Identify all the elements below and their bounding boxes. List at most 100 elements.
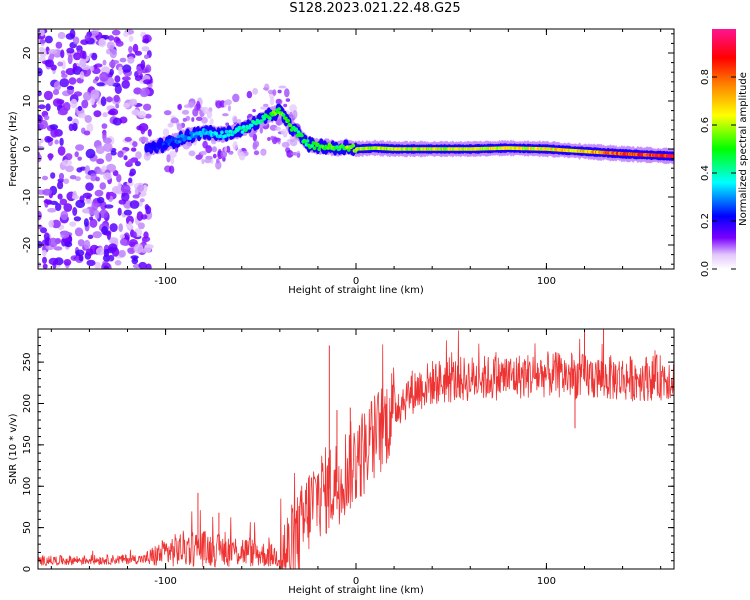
halo-blob <box>275 126 281 131</box>
noise-blob <box>97 196 105 204</box>
y-tick-label: 250 <box>22 353 33 372</box>
halo-blob <box>211 146 217 153</box>
noise-blob <box>78 113 87 119</box>
noise-blob <box>43 114 50 121</box>
snr-series-line <box>38 330 674 569</box>
ridge-core <box>163 144 167 149</box>
noise-blob <box>103 142 113 152</box>
noise-blob <box>141 46 150 52</box>
noise-blob <box>119 57 127 63</box>
noise-blob <box>85 148 96 159</box>
colorbar-gradient <box>712 29 736 269</box>
noise-blob <box>113 94 120 103</box>
noise-blob <box>112 117 123 126</box>
noise-blob <box>145 263 152 269</box>
noise-blob <box>46 137 54 142</box>
ridge-core <box>305 139 310 143</box>
noise-blob <box>60 49 65 59</box>
x-tick-label: 0 <box>353 276 359 287</box>
noise-blob <box>132 141 138 148</box>
ridge-core <box>249 123 254 128</box>
noise-blob <box>96 82 105 87</box>
y-tick-label: 0 <box>22 146 33 152</box>
noise-blob <box>57 146 66 156</box>
noise-blob <box>107 35 115 41</box>
noise-blob <box>142 38 150 44</box>
noise-blob <box>103 172 112 181</box>
noise-blob <box>42 263 48 269</box>
noise-blob <box>142 237 147 244</box>
noise-blob <box>140 59 146 70</box>
y-tick-label: 150 <box>22 435 33 454</box>
noise-blob <box>134 161 141 167</box>
noise-blob <box>127 159 134 165</box>
colorbar: 0.0 0.2 0.4 0.6 0.8 Normalized spectral ampl… <box>700 29 749 277</box>
noise-blob <box>121 80 130 89</box>
noise-blob <box>109 223 118 233</box>
halo-blob <box>191 117 195 122</box>
noise-blob <box>85 174 92 180</box>
noise-blob <box>52 89 60 96</box>
ridge-core <box>268 116 272 121</box>
noise-blob <box>53 246 63 251</box>
halo-blob <box>168 165 175 174</box>
noise-blob <box>123 102 130 109</box>
noise-blob <box>123 155 128 161</box>
noise-blob <box>75 249 85 257</box>
noise-blob <box>81 99 89 109</box>
noise-blob <box>83 130 91 136</box>
y-tick-label: -20 <box>22 237 33 253</box>
noise-blob <box>48 257 59 265</box>
noise-blob <box>132 194 140 199</box>
spectrogram-y-axis-label: Frequency (Hz) <box>8 111 19 187</box>
colorbar-ticks: 0.0 0.2 0.4 0.6 0.8 <box>700 69 736 277</box>
noise-blob <box>102 112 108 118</box>
noise-blob <box>118 66 123 76</box>
x-tick-label: 100 <box>537 576 556 587</box>
halo-blob <box>272 89 277 96</box>
noise-blob <box>99 71 109 82</box>
halo-blob <box>163 110 172 116</box>
noise-blob <box>47 208 57 213</box>
snr-marks <box>38 329 674 569</box>
noise-blob <box>57 181 64 190</box>
noise-blob <box>128 100 138 106</box>
noise-blob <box>84 34 91 41</box>
snr-background <box>38 329 674 569</box>
halo-blob <box>177 103 182 111</box>
noise-blob <box>55 203 62 211</box>
noise-blob <box>38 153 42 163</box>
noise-blob <box>139 198 145 203</box>
ridge-core <box>296 130 301 134</box>
noise-blob <box>38 141 42 147</box>
halo-blob <box>209 118 214 125</box>
noise-blob <box>42 188 53 196</box>
noise-blob <box>92 231 102 239</box>
noise-blob <box>73 216 82 222</box>
noise-blob <box>111 29 121 36</box>
noise-blob <box>120 184 131 194</box>
noise-blob <box>63 101 71 112</box>
noise-blob <box>51 219 61 229</box>
noise-blob <box>72 190 77 199</box>
halo-blob <box>196 100 201 110</box>
halo-blob <box>182 117 187 122</box>
halo-blob <box>205 145 213 154</box>
noise-blob <box>136 68 143 75</box>
noise-blob <box>42 256 47 264</box>
noise-blob <box>38 261 42 268</box>
snr-x-axis-label: Height of straight line (km) <box>288 585 424 596</box>
noise-blob <box>87 234 94 239</box>
noise-blob <box>79 58 87 68</box>
noise-blob <box>59 137 64 146</box>
noise-blob <box>67 116 73 122</box>
halo-blob <box>296 152 301 158</box>
halo-blob <box>252 109 256 113</box>
noise-blob <box>106 48 111 55</box>
noise-blob <box>105 152 113 162</box>
ridge-core <box>326 146 331 150</box>
noise-blob <box>117 150 124 158</box>
noise-blob <box>118 223 123 233</box>
noise-blob <box>72 207 78 216</box>
